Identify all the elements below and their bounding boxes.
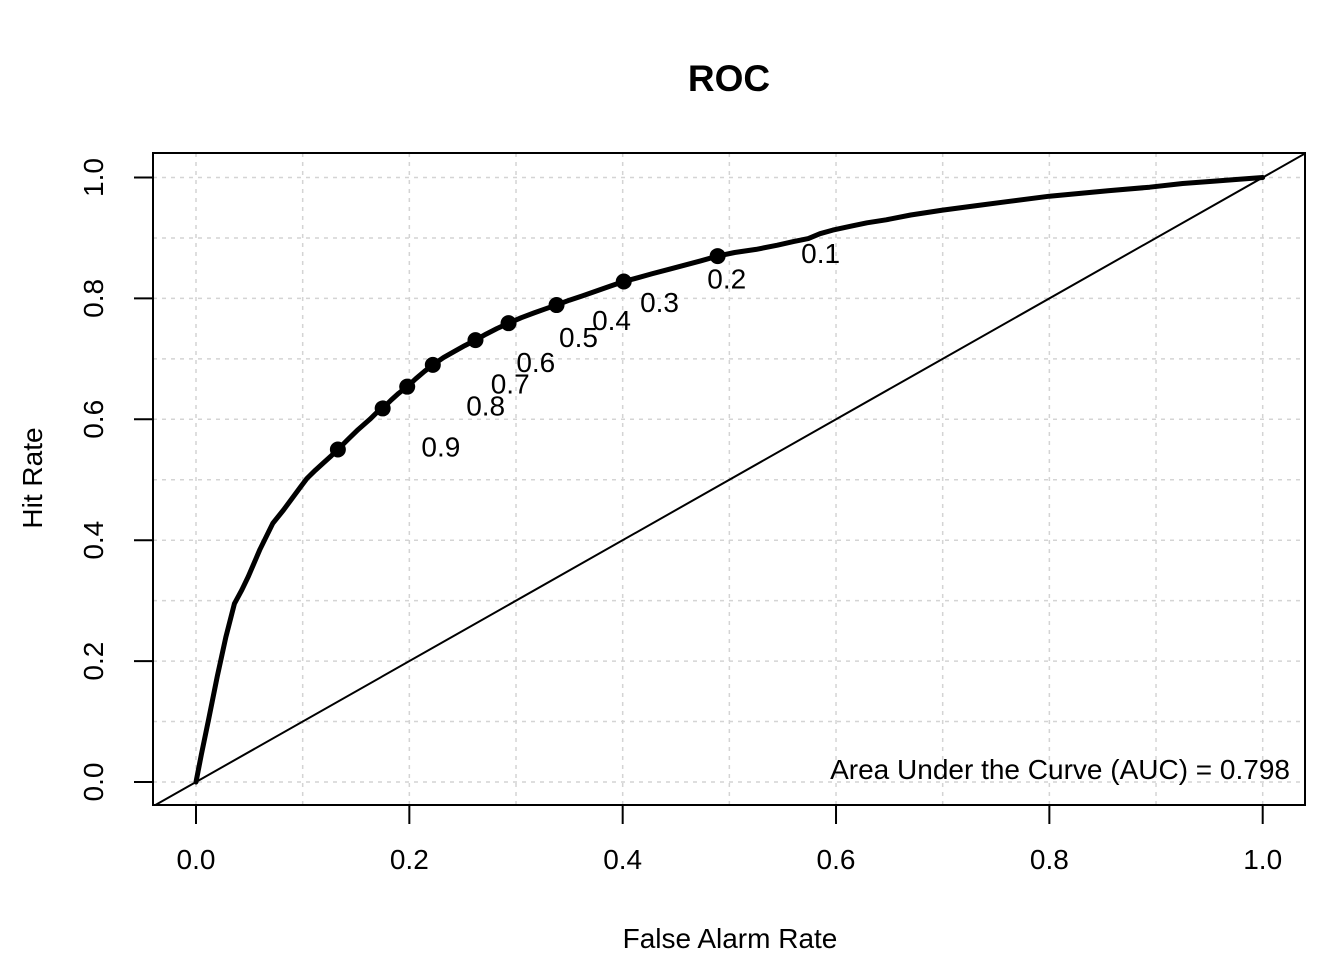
threshold-label: 0.8 <box>466 390 505 421</box>
threshold-label: 0.3 <box>640 287 679 318</box>
threshold-label: 0.2 <box>707 263 746 294</box>
threshold-point <box>374 400 391 417</box>
chart-title: ROC <box>688 58 770 99</box>
threshold-label: 0.7 <box>491 369 530 400</box>
threshold-dots-layer <box>329 248 726 458</box>
y-axis-title: Hit Rate <box>17 427 48 528</box>
axis-tick-labels: 0.0 0.2 0.4 0.6 0.8 1.0 0.0 0.2 0.4 0.6 0.8 1.0 <box>78 158 1282 875</box>
x-axis-tick-label: 0.2 <box>390 844 429 875</box>
threshold-label: 0.4 <box>592 305 631 336</box>
y-axis-tick-label: 0.2 <box>78 642 109 681</box>
axis-ticks <box>134 176 1264 824</box>
threshold-point <box>500 315 517 332</box>
y-axis-tick-label: 1.0 <box>78 158 109 197</box>
chance-diagonal <box>153 153 1305 805</box>
threshold-point <box>399 378 416 395</box>
x-axis-tick-label: 0.4 <box>603 844 642 875</box>
x-axis-tick-label: 0.0 <box>177 844 216 875</box>
threshold-label: 0.1 <box>801 238 840 269</box>
plot-border <box>152 152 1306 806</box>
threshold-label: 0.6 <box>516 347 555 378</box>
threshold-point <box>709 248 726 265</box>
auc-annotation: Area Under the Curve (AUC) = 0.798 <box>830 754 1290 785</box>
y-axis-tick-label: 0.0 <box>78 763 109 802</box>
series-layer <box>153 153 1305 805</box>
x-axis-tick-label: 1.0 <box>1243 844 1282 875</box>
threshold-point <box>467 332 484 349</box>
y-axis-tick-label: 0.6 <box>78 400 109 439</box>
y-axis-tick-label: 0.4 <box>78 521 109 560</box>
threshold-point <box>424 356 441 373</box>
x-axis-tick-label: 0.8 <box>1030 844 1069 875</box>
x-axis-title: False Alarm Rate <box>623 923 838 954</box>
y-axis-tick-label: 0.8 <box>78 279 109 318</box>
threshold-point <box>329 441 346 458</box>
roc-curve <box>193 175 1266 785</box>
threshold-point <box>615 273 632 290</box>
threshold-point <box>548 297 565 314</box>
x-axis-tick-label: 0.6 <box>817 844 856 875</box>
threshold-labels-layer: 0.1 0.2 0.3 0.40.50.60.70.80.9 <box>421 238 840 462</box>
threshold-label: 0.9 <box>421 432 460 463</box>
threshold-label: 0.5 <box>559 322 598 353</box>
grid-lines <box>153 153 1305 805</box>
